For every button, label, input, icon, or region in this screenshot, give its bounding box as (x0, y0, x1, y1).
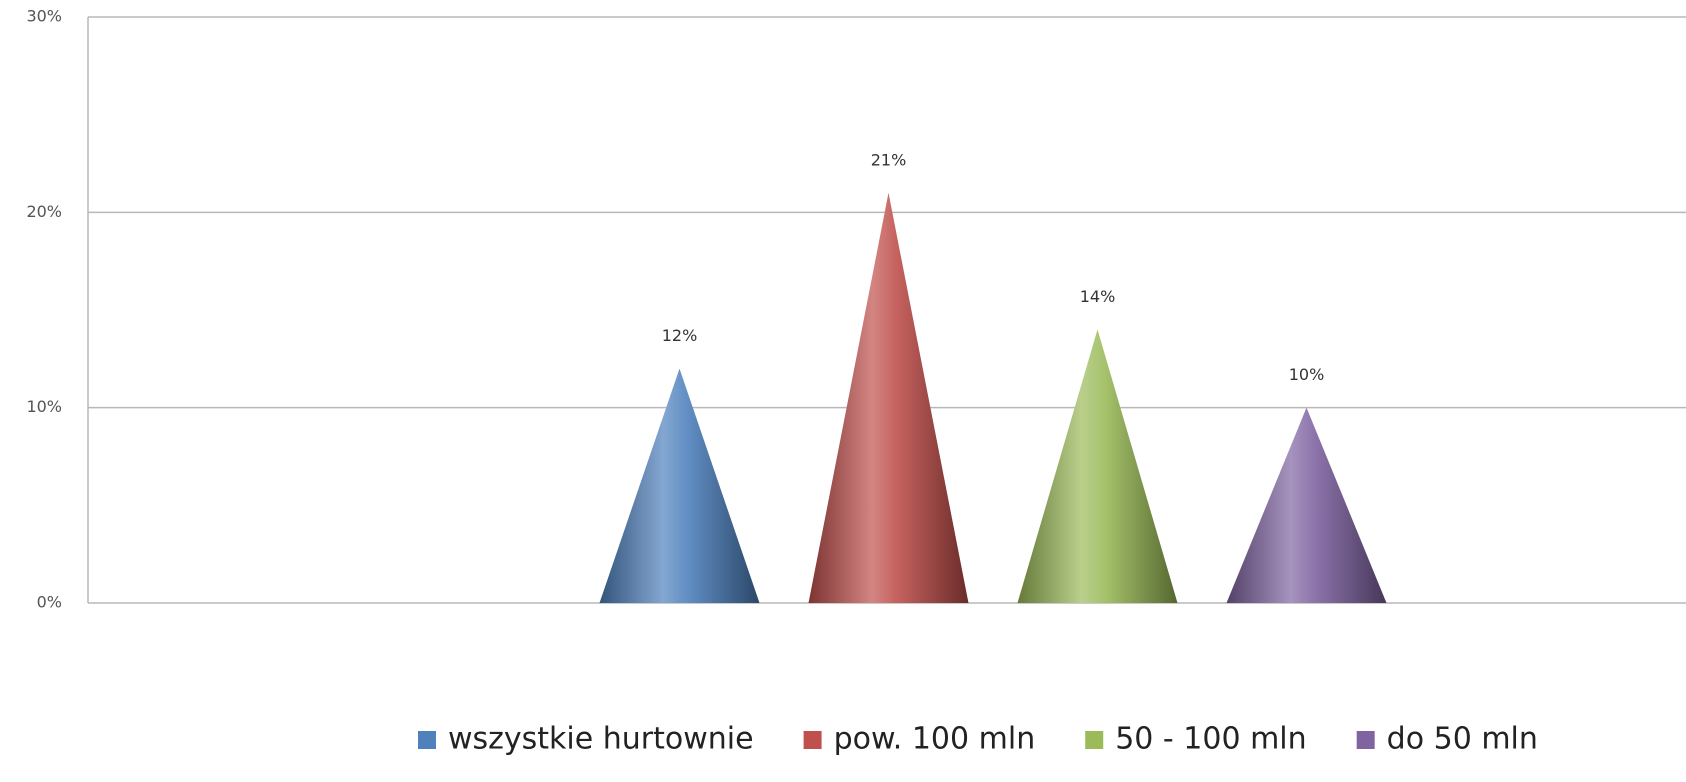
data-label: 10% (1289, 365, 1325, 384)
y-tick-label: 20% (26, 202, 62, 221)
legend-label: pow. 100 mln (834, 722, 1036, 757)
cone (1017, 329, 1178, 603)
cone (1226, 407, 1387, 603)
data-label: 21% (871, 150, 907, 169)
legend-label: wszystkie hurtownie (448, 722, 754, 757)
data-label: 12% (662, 326, 698, 345)
y-tick-label: 30% (26, 7, 62, 26)
data-label: 14% (1080, 287, 1116, 306)
legend-swatch (1085, 731, 1104, 749)
cone (808, 192, 969, 604)
cone (599, 368, 760, 603)
legend-swatch (418, 731, 436, 749)
y-tick-label: 10% (26, 397, 62, 416)
y-tick-label: 0% (37, 593, 62, 612)
legend-label: 50 - 100 mln (1115, 722, 1306, 757)
legend-swatch (803, 731, 822, 749)
legend-label: do 50 mln (1387, 722, 1538, 757)
legend-swatch (1356, 731, 1375, 749)
